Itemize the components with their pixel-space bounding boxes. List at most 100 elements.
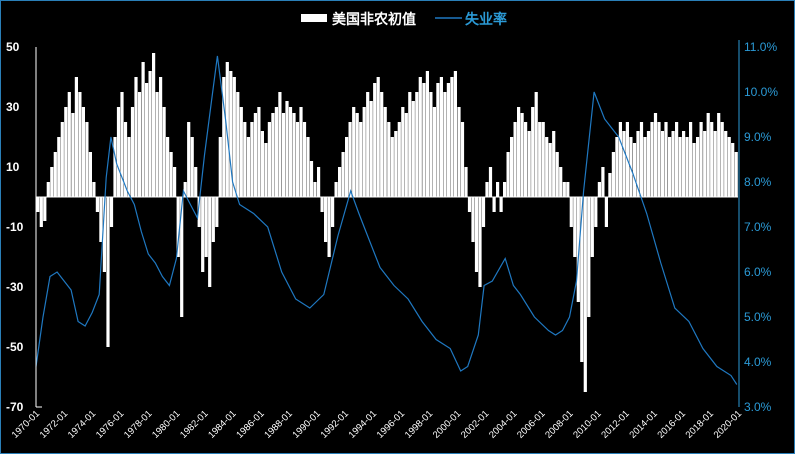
right-tick-label: 10.0% [744,85,778,99]
bar [650,122,654,197]
bar [313,182,317,197]
bar [675,122,679,197]
bar [615,137,619,197]
bar [106,197,110,347]
bar [141,62,145,197]
bar [397,122,401,197]
bar [474,197,479,272]
bar [190,137,194,197]
bar [39,197,43,227]
bar [366,92,370,197]
bar [345,137,349,197]
bar [552,131,556,197]
bar [671,131,675,197]
bar [60,122,64,197]
bar [443,92,447,197]
bar [496,182,500,197]
bar [390,137,394,197]
bar [348,122,352,197]
right-tick-label: 11.0% [744,40,777,54]
bar [643,137,647,197]
bar [724,131,728,197]
bar [53,152,57,197]
bar [506,152,510,197]
bar [453,71,457,197]
bar [590,197,594,257]
bar [548,143,552,197]
x-tick-label: 2010-01 [571,408,603,440]
unemployment-line [35,55,738,385]
bar [411,101,415,197]
bar [88,152,92,197]
x-tick-label: 2012-01 [599,408,631,440]
x-tick-label: 1986-01 [234,408,266,440]
bar [604,197,608,227]
x-tick-label: 2002-01 [459,408,491,440]
bar [95,197,99,212]
bar [341,152,345,197]
bar [710,122,714,197]
bar [383,107,387,197]
legend-swatch-bars [301,14,327,22]
bar [632,143,637,197]
bar [159,77,163,197]
bar [429,92,433,197]
bar [436,83,440,197]
bar [499,197,503,212]
bar [401,107,405,197]
bar [74,77,78,197]
bar [573,197,577,257]
bar [292,113,296,197]
bar [488,167,493,197]
bar [194,167,198,197]
left-tick-label: 10 [6,160,20,174]
bar [218,137,222,197]
bar [583,197,587,392]
bar [689,122,693,197]
bar [229,71,233,197]
bar [569,197,573,227]
x-tick-label: 1992-01 [319,408,351,440]
bar [394,131,398,197]
bar [85,122,89,197]
bar [359,122,363,197]
bar [155,92,159,197]
x-tick-label: 2008-01 [543,408,575,440]
right-tick-label: 9.0% [744,130,772,144]
bar [169,152,173,197]
bar [211,197,215,242]
x-tick-label: 1984-01 [206,408,238,440]
bar [123,122,128,197]
bar [538,122,542,197]
bar [246,137,250,197]
bar [116,107,121,197]
bar [288,107,293,197]
bar [78,92,82,197]
bar [646,131,651,197]
bar [682,131,686,197]
right-tick-label: 4.0% [744,355,772,369]
bar [57,137,61,197]
x-tick-label: 1974-01 [66,408,98,440]
bar [187,122,191,197]
bar [520,113,524,197]
bar [517,107,521,197]
bar [503,182,507,197]
bar [67,92,71,197]
x-tick-label: 1976-01 [94,408,126,440]
bar [281,113,286,197]
legend-label-line: 失业率 [465,11,507,28]
x-tick-label: 1988-01 [262,408,294,440]
x-tick-label: 1972-01 [38,408,70,440]
left-tick-label: -30 [6,280,24,294]
bar [236,92,240,197]
bar [309,161,314,197]
bar [173,167,177,197]
bar [183,182,187,197]
bar [215,197,219,227]
bar [81,107,85,197]
bar [99,197,103,242]
bar [302,122,307,197]
bar [197,197,201,227]
